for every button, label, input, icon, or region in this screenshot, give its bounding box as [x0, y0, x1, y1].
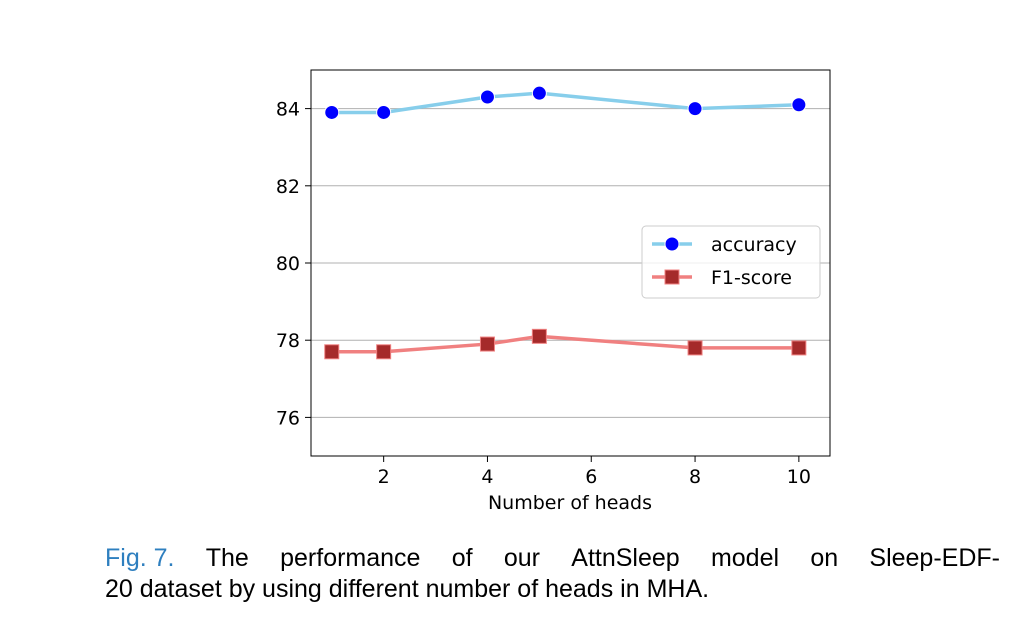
- caption-line-1: Fig. 7. The performance of our AttnSleep…: [105, 543, 1000, 574]
- x-tick-label: 8: [689, 466, 701, 488]
- y-tick-label: 84: [276, 99, 300, 121]
- x-axis-title: Number of heads: [488, 492, 652, 514]
- legend-accuracy-marker: [664, 236, 680, 252]
- caption-line-2: 20 dataset by using different number of …: [105, 575, 710, 603]
- caption-word: The: [205, 544, 249, 572]
- caption-word: Sleep-EDF-: [869, 544, 1000, 572]
- caption-word: of: [451, 544, 473, 572]
- legend-items: accuracy F1-score: [652, 234, 797, 289]
- gridlines: [311, 108, 830, 418]
- y-tick-label: 78: [276, 330, 300, 352]
- accuracy-point: [376, 104, 392, 120]
- y-tick-label: 82: [276, 176, 300, 198]
- f1-score-line: [330, 334, 801, 354]
- f1-score-point: [324, 344, 340, 360]
- x-tick-label: 4: [481, 466, 493, 488]
- axis-ticks: 76 78 80 82 84 2 4 6 8 10: [276, 99, 811, 488]
- x-tick-label: 2: [378, 466, 390, 488]
- legend-f1-score-marker: [664, 269, 680, 285]
- f1-score-point: [531, 328, 547, 344]
- figure-label: Fig. 7.: [105, 544, 175, 572]
- f1-score-point: [376, 344, 392, 360]
- accuracy-point: [531, 85, 547, 101]
- x-tick-label: 6: [585, 466, 597, 488]
- accuracy-point: [324, 104, 340, 120]
- chart: 76 78 80 82 84 2 4 6 8 10 Number of heads accurac…: [276, 69, 831, 514]
- accuracy-point: [479, 89, 495, 105]
- series-layer: [324, 85, 807, 360]
- caption-word: model: [710, 544, 780, 572]
- caption-word: our: [503, 544, 540, 572]
- accuracy-point: [791, 97, 807, 113]
- legend: accuracy F1-score: [641, 225, 821, 299]
- f1-score-point: [791, 340, 807, 356]
- y-tick-label: 76: [276, 407, 300, 429]
- accuracy-point: [687, 101, 703, 117]
- y-tick-label: 80: [276, 253, 300, 275]
- figure-caption: Fig. 7. The performance of our AttnSleep…: [105, 543, 1000, 605]
- f1-score-point: [479, 336, 495, 352]
- accuracy-line: [330, 91, 801, 115]
- legend-accuracy-label: accuracy: [711, 234, 797, 256]
- caption-word: on: [810, 544, 839, 572]
- caption-word: AttnSleep: [571, 544, 680, 572]
- legend-f1-score-label: F1-score: [711, 267, 792, 289]
- f1-score-point: [687, 340, 703, 356]
- x-tick-label: 10: [787, 466, 811, 488]
- caption-word: performance: [280, 544, 421, 572]
